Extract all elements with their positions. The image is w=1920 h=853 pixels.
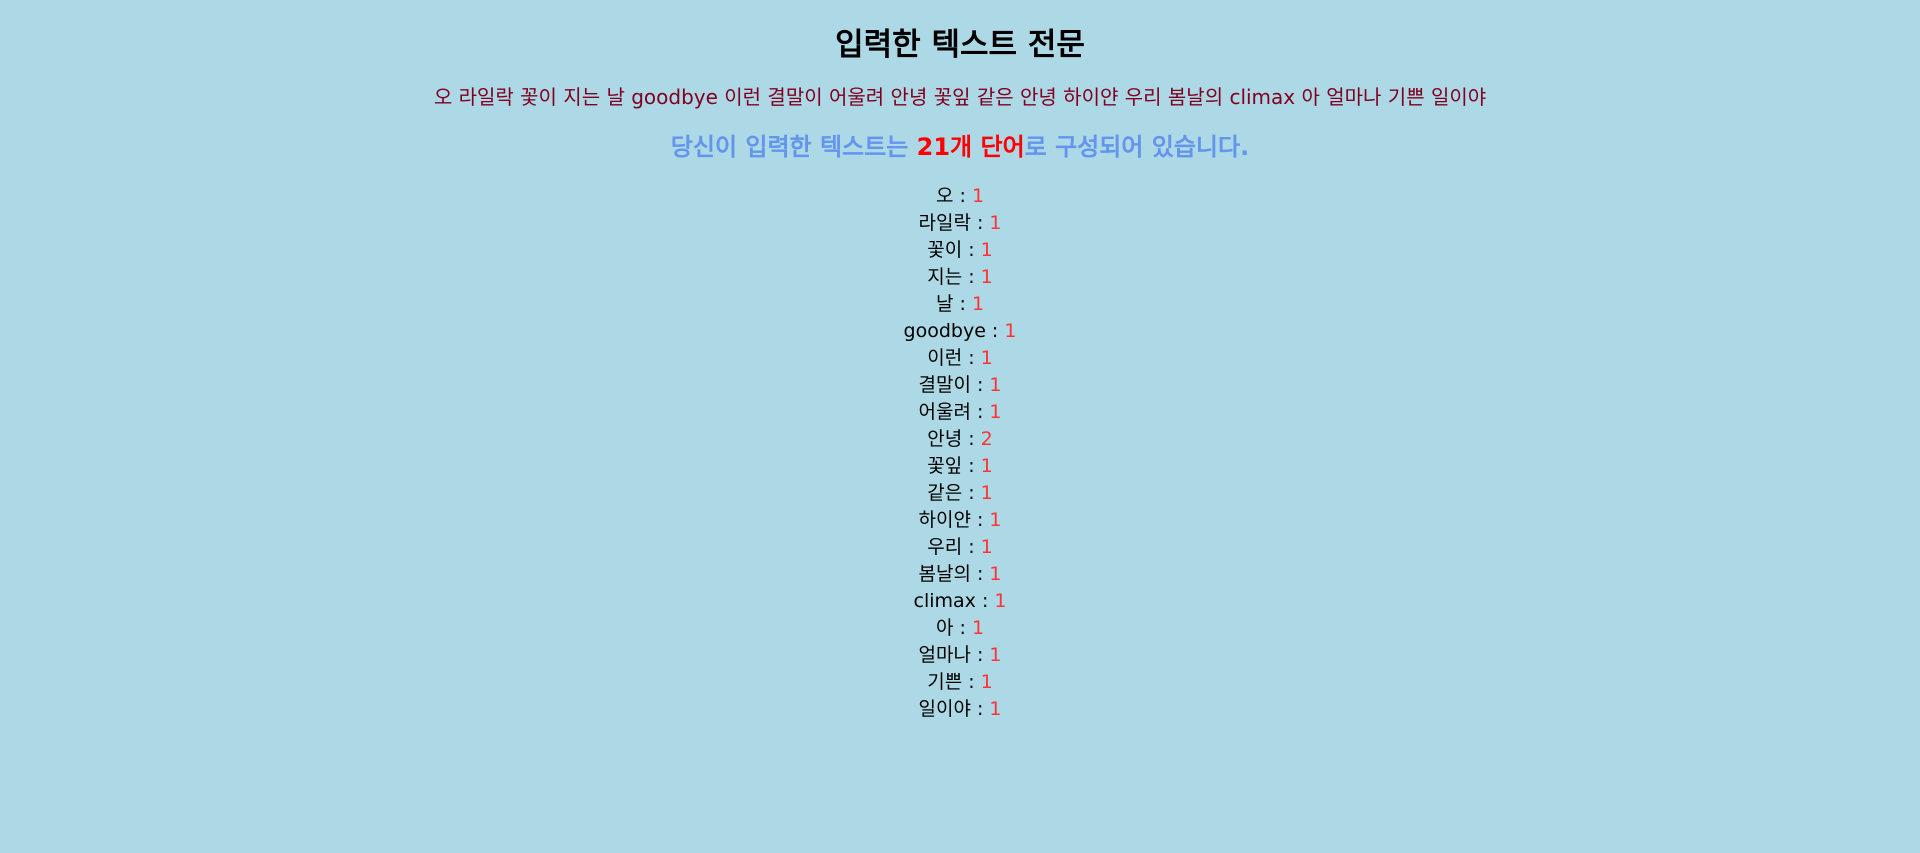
word-count: 1 [1004,320,1017,342]
word-row: 어울려 : 1 [0,399,1920,426]
page-title: 입력한 텍스트 전문 [835,27,1085,63]
separator: : [970,401,990,423]
word-row: 얼마나 : 1 [0,642,1920,669]
separator: : [962,482,981,504]
word-count: 1 [989,401,1002,423]
word-count: 1 [994,590,1007,612]
word-row: goodbye : 1 [0,318,1920,345]
separator: : [953,185,972,207]
word-row: 오 : 1 [0,183,1920,210]
word-count: 1 [980,482,993,504]
word-label: 라일락 [918,212,971,234]
summary-suffix: 로 구성되어 있습니다. [1024,133,1250,161]
word-label: 결말이 [918,374,971,396]
word-label: 꽃이 [927,239,963,261]
word-label: goodbye [903,320,986,342]
separator: : [962,455,981,477]
word-count: 1 [980,536,993,558]
separator: : [962,239,981,261]
word-count: 1 [971,293,985,315]
word-label: 일이야 [918,698,971,720]
word-label: 기쁜 [927,671,963,693]
separator: : [970,509,990,531]
separator: : [970,644,990,666]
word-row: 같은 : 1 [0,480,1920,507]
word-label: 안녕 [927,428,963,450]
word-row: 기쁜 : 1 [0,669,1920,696]
summary-prefix: 당신이 입력한 텍스트는 [670,133,917,161]
word-label: 날 [935,293,954,315]
word-row: 날 : 1 [0,291,1920,318]
word-count: 1 [980,239,993,261]
separator: : [953,617,972,639]
separator: : [962,536,981,558]
separator: : [970,698,990,720]
word-row: 안녕 : 2 [0,426,1920,453]
word-label: 지는 [927,266,963,288]
separator: : [970,563,990,585]
separator: : [962,266,981,288]
word-label: 우리 [927,536,963,558]
separator: : [962,428,981,450]
word-label: 오 [935,185,954,207]
word-row: 꽃이 : 1 [0,237,1920,264]
word-row: 라일락 : 1 [0,210,1920,237]
separator: : [962,671,981,693]
word-label: 얼마나 [918,644,971,666]
word-row: 이런 : 1 [0,345,1920,372]
separator: : [953,293,972,315]
separator: : [970,212,990,234]
word-label: 어울려 [918,401,971,423]
word-count: 1 [989,212,1002,234]
word-count-summary: 당신이 입력한 텍스트는 21개 단어로 구성되어 있습니다. [0,131,1920,163]
word-label: 아 [935,617,954,639]
word-row: 일이야 : 1 [0,696,1920,723]
word-count: 1 [980,266,993,288]
page: 입력한 텍스트 전문 오 라일락 꽃이 지는 날 goodbye 이런 결말이 … [0,27,1920,723]
word-count: 1 [980,671,993,693]
word-label: 하이얀 [918,509,971,531]
word-row: 꽃잎 : 1 [0,453,1920,480]
word-count: 1 [989,374,1002,396]
word-row: 지는 : 1 [0,264,1920,291]
word-row: 아 : 1 [0,615,1920,642]
word-label: 같은 [927,482,963,504]
summary-count: 21개 단어 [916,133,1025,161]
separator: : [962,347,981,369]
separator: : [970,374,990,396]
word-row: climax : 1 [0,588,1920,615]
word-count: 1 [980,347,993,369]
word-label: 꽃잎 [927,455,963,477]
word-row: 우리 : 1 [0,534,1920,561]
word-row: 봄날의 : 1 [0,561,1920,588]
word-count: 1 [989,644,1002,666]
word-count: 1 [989,563,1002,585]
word-count: 1 [971,185,985,207]
word-count: 1 [989,698,1002,720]
separator: : [985,320,1005,342]
word-label: 봄날의 [918,563,971,585]
word-count: 1 [971,617,985,639]
word-row: 결말이 : 1 [0,372,1920,399]
word-label: 이런 [927,347,963,369]
separator: : [975,590,995,612]
word-row: 하이얀 : 1 [0,507,1920,534]
word-count: 1 [980,455,993,477]
word-count: 2 [980,428,993,450]
word-label: climax [913,590,976,612]
word-frequency-list: 오 : 1 라일락 : 1 꽃이 : 1 지는 : 1 날 : 1 goodby… [0,183,1920,723]
word-count: 1 [989,509,1002,531]
full-text: 오 라일락 꽃이 지는 날 goodbye 이런 결말이 어울려 안녕 꽃잎 같… [433,85,1487,109]
